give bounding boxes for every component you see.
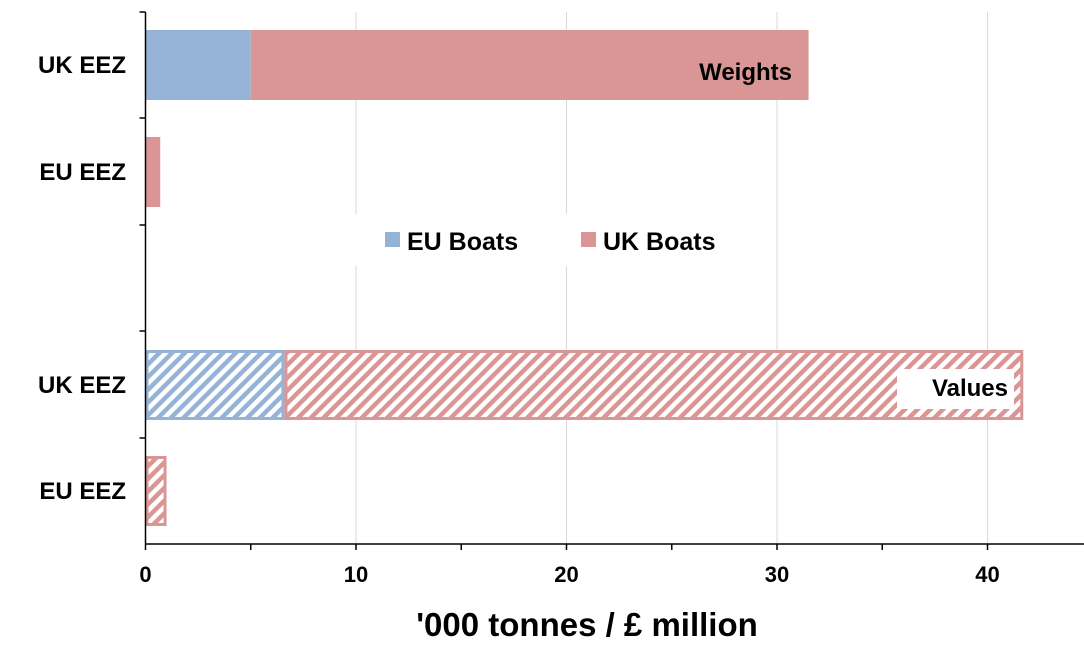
bars bbox=[145, 30, 1024, 526]
x-tick-label-40: 40 bbox=[975, 562, 999, 587]
group-label-weights: Weights bbox=[699, 59, 792, 86]
bar-weights-uk-eez-eu-boats bbox=[145, 30, 251, 100]
category-label: UK EEZ bbox=[38, 52, 126, 79]
x-tick-label-30: 30 bbox=[765, 562, 789, 587]
category-label: EU EEZ bbox=[39, 159, 126, 186]
bar-weights-uk-eez-uk-boats bbox=[250, 30, 809, 100]
legend: EU Boats UK Boats bbox=[352, 214, 772, 266]
legend-swatch-uk-boats bbox=[581, 232, 596, 247]
bar-values-uk-eez-eu-boats bbox=[145, 350, 285, 420]
bar-weights-eu-eez-uk-boats bbox=[145, 137, 161, 207]
labels: Weights Values UK EEZ EU EEZ UK EEZ EU EEZ 0 10… bbox=[38, 52, 1014, 643]
category-label: UK EEZ bbox=[38, 372, 126, 399]
legend-label-eu-boats: EU Boats bbox=[407, 228, 518, 256]
values-label-background bbox=[897, 369, 1014, 409]
group-label-values: Values bbox=[932, 375, 1008, 402]
x-tick-label-0: 0 bbox=[139, 562, 151, 587]
x-tick-label-10: 10 bbox=[344, 562, 368, 587]
gridlines bbox=[355, 12, 988, 544]
legend-label-uk-boats: UK Boats bbox=[603, 228, 716, 256]
category-label: EU EEZ bbox=[39, 478, 126, 505]
legend-background bbox=[352, 214, 772, 266]
x-tick-label-20: 20 bbox=[554, 562, 578, 587]
axes bbox=[139, 11, 1084, 550]
legend-swatch-eu-boats bbox=[385, 232, 400, 247]
x-axis-label: '000 tonnes / £ million bbox=[416, 606, 758, 643]
bar-values-eu-eez-uk-boats bbox=[145, 456, 167, 526]
